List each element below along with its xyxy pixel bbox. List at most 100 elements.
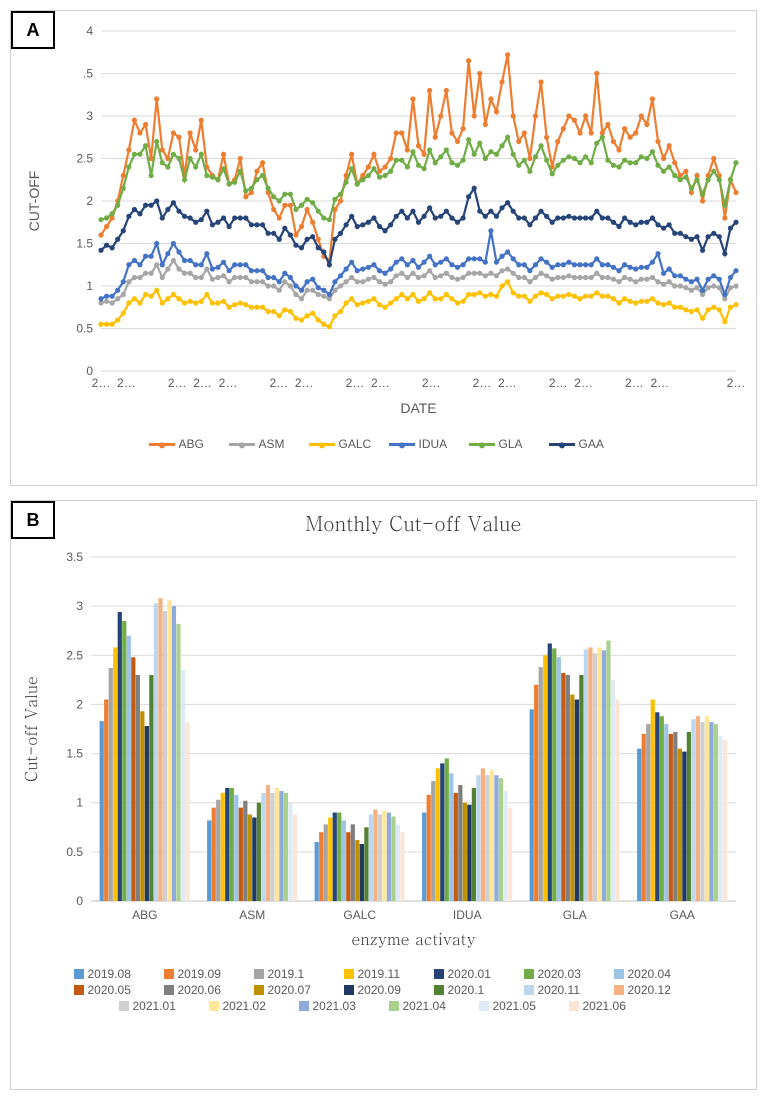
series-marker [132, 207, 137, 212]
legend-swatch [524, 985, 534, 995]
series-marker [182, 214, 187, 219]
series-marker [238, 262, 243, 267]
bar [100, 721, 104, 901]
series-marker [550, 296, 555, 301]
legend-label: 2020.05 [88, 983, 131, 997]
bar [642, 734, 646, 901]
series-marker [238, 169, 243, 174]
bar [499, 778, 503, 901]
series-marker [288, 232, 293, 237]
legend-label: 2020.03 [538, 967, 581, 981]
series-marker [254, 268, 259, 273]
series-marker [165, 266, 170, 271]
legend-item-gla: GLA [469, 437, 539, 451]
ytick-label: 2 [86, 194, 93, 208]
series-marker [667, 300, 672, 305]
series-marker [433, 215, 438, 220]
bar [691, 719, 695, 901]
legend-item: 2020.01 [434, 967, 514, 981]
bar [543, 655, 547, 901]
bar [709, 722, 713, 901]
series-marker [355, 302, 360, 307]
series-marker [143, 292, 148, 297]
series-marker [722, 319, 727, 324]
series-marker [499, 205, 504, 210]
series-marker [600, 262, 605, 267]
series-marker [516, 139, 521, 144]
series-marker [733, 160, 738, 165]
legend-item: 2019.11 [344, 967, 424, 981]
series-marker [689, 288, 694, 293]
legend-label: 2021.04 [403, 999, 446, 1013]
series-marker [271, 283, 276, 288]
series-marker [360, 222, 365, 227]
series-marker [689, 237, 694, 242]
series-marker [394, 273, 399, 278]
series-marker [110, 211, 115, 216]
legend-swatch [299, 1001, 309, 1011]
series-marker [661, 226, 666, 231]
bar [261, 793, 265, 901]
series-marker [204, 173, 209, 178]
series-marker [215, 275, 220, 280]
series-marker [410, 271, 415, 276]
series-marker [98, 248, 103, 253]
series-marker [110, 322, 115, 327]
series-marker [165, 296, 170, 301]
series-marker [193, 300, 198, 305]
series-marker [522, 275, 527, 280]
xtick-label: 2… [650, 376, 669, 390]
series-marker [522, 158, 527, 163]
series-marker [589, 160, 594, 165]
bar [485, 775, 489, 901]
bar [651, 700, 655, 901]
series-marker [143, 271, 148, 276]
series-marker [366, 299, 371, 304]
series-marker [644, 122, 649, 127]
series-marker [282, 279, 287, 284]
series-marker [332, 237, 337, 242]
series-marker [132, 258, 137, 263]
series-line-gaa [101, 188, 736, 265]
bar [705, 716, 709, 901]
series-marker [589, 130, 594, 135]
xtick-label: IDUA [453, 908, 482, 922]
series-marker [483, 122, 488, 127]
legend-item: 2020.06 [164, 983, 244, 997]
series-marker [527, 279, 532, 284]
series-marker [137, 211, 142, 216]
legend-item-abg: ABG [149, 437, 219, 451]
series-marker [282, 203, 287, 208]
series-marker [232, 262, 237, 267]
series-marker [132, 118, 137, 123]
bar [293, 815, 297, 901]
bar [508, 808, 512, 901]
series-marker [689, 279, 694, 284]
series-marker [472, 292, 477, 297]
legend-item: 2020.05 [74, 983, 154, 997]
series-marker [449, 296, 454, 301]
series-marker [717, 307, 722, 312]
series-marker [544, 135, 549, 140]
series-marker [304, 207, 309, 212]
series-marker [611, 277, 616, 282]
series-marker [694, 277, 699, 282]
series-marker [243, 262, 248, 267]
series-marker [650, 215, 655, 220]
series-marker [104, 299, 109, 304]
series-marker [193, 164, 198, 169]
series-marker [566, 273, 571, 278]
series-marker [733, 220, 738, 225]
series-marker [561, 215, 566, 220]
series-marker [516, 275, 521, 280]
series-marker [561, 158, 566, 163]
series-marker [154, 96, 159, 101]
bar [673, 732, 677, 901]
series-marker [628, 160, 633, 165]
series-marker [377, 279, 382, 284]
series-marker [355, 224, 360, 229]
bar [422, 813, 426, 901]
series-marker [622, 126, 627, 131]
bar [136, 675, 140, 901]
series-marker [672, 160, 677, 165]
